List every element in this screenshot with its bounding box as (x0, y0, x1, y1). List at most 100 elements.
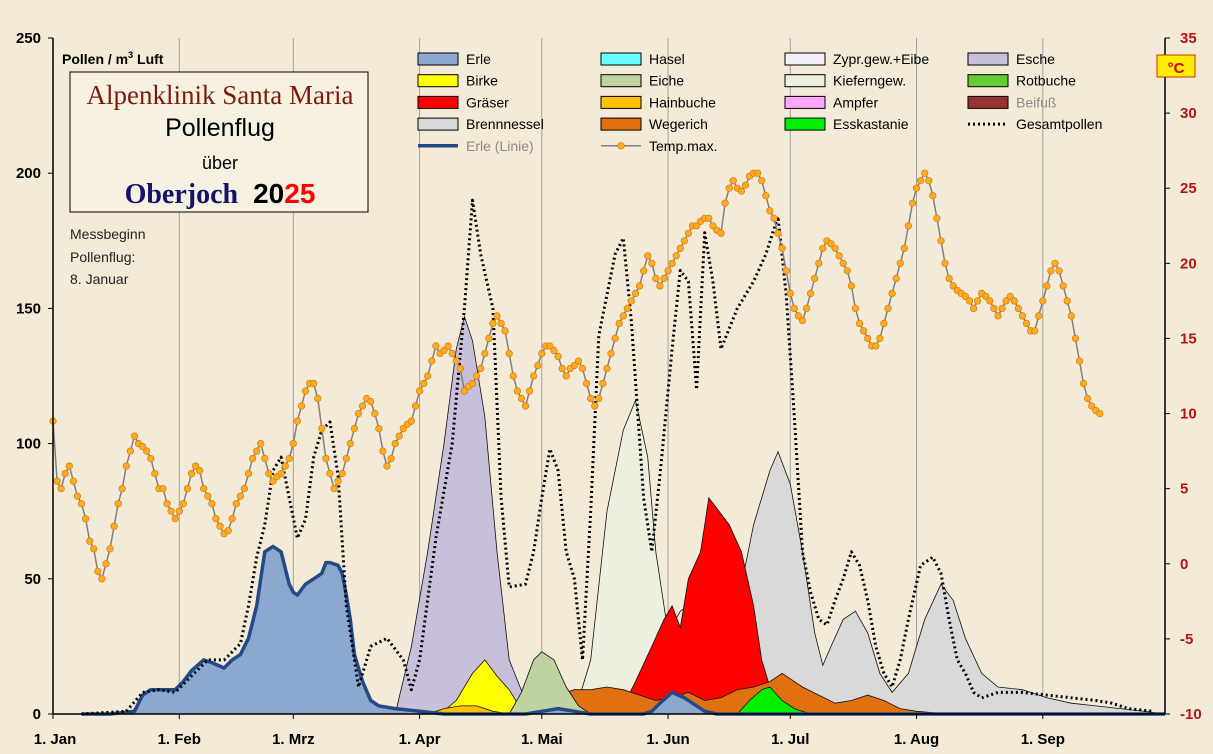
temperature-point (864, 334, 872, 343)
temperature-point (929, 192, 937, 200)
y-tick-label: 200 (16, 165, 41, 182)
y2-tick-label: -10 (1180, 706, 1202, 723)
temperature-point (367, 397, 375, 406)
temperature-point (538, 349, 546, 358)
y2-tick-label: 10 (1180, 406, 1197, 423)
temperature-point (192, 462, 200, 470)
temperature-point (432, 342, 440, 350)
temperature-point (448, 349, 456, 358)
temperature-point (925, 177, 933, 185)
y-axis-label-pre: Pollen / m (62, 51, 128, 67)
total-pollen-line (81, 198, 1153, 716)
temperature-point (485, 334, 493, 343)
temperature-point (440, 346, 448, 355)
temperature-point (880, 319, 888, 328)
temperature-point (794, 312, 803, 320)
temperature-point (183, 485, 191, 493)
temperature-point (619, 312, 627, 320)
temperature-point (342, 455, 350, 463)
temperature-point (126, 447, 134, 455)
temperature-point (81, 515, 90, 523)
temperature-point (921, 169, 929, 177)
temperature-point (986, 297, 994, 305)
temperature-point (737, 187, 746, 195)
temperature-point (1063, 297, 1071, 305)
temperature-point (811, 274, 819, 283)
y2-tick-label: 35 (1180, 30, 1197, 47)
temperature-point (350, 425, 359, 433)
temperature-point (509, 372, 517, 380)
temperature-point (839, 259, 847, 267)
temperature-point (525, 387, 534, 395)
temperature-point (444, 342, 452, 350)
temperature-point (908, 199, 917, 207)
measurement-note: Messbeginn Pollenflug: 8. Januar (70, 226, 146, 287)
temperature-point (375, 425, 383, 433)
legend-marker (617, 142, 625, 150)
legend-label: Erle (466, 51, 491, 67)
area-gr-ser (614, 496, 779, 715)
place-name: Oberjoch (125, 179, 239, 210)
temperature-point (407, 417, 416, 425)
legend-label: Ampfer (833, 94, 878, 110)
temperature-point (493, 312, 501, 320)
legend-swatch (784, 117, 826, 131)
temperature-point (741, 181, 750, 189)
legend-label: Birke (466, 73, 498, 89)
temperature-point (399, 425, 407, 433)
temperature-point (77, 500, 86, 508)
temperature-point (1055, 267, 1063, 275)
legend-label: Esche (1016, 51, 1055, 67)
temperature-point (709, 222, 717, 230)
temperature-point (371, 410, 379, 418)
y2-tick-label: 5 (1180, 481, 1188, 498)
legend-label: Gräser (466, 94, 509, 110)
temperature-point (477, 364, 485, 373)
temperature-point (603, 364, 611, 373)
temperature-point (990, 304, 998, 313)
temperature-point (179, 500, 187, 508)
legend-swatch (417, 74, 459, 88)
legend-swatch (784, 52, 826, 66)
temperature-point (1067, 312, 1075, 320)
temperature-point (623, 304, 631, 313)
temperature-point (949, 282, 957, 290)
legend-swatch (967, 74, 1009, 88)
temperature-point (383, 462, 391, 470)
temperature-point (110, 522, 118, 530)
temperature-point (607, 349, 615, 358)
temperature-point (635, 282, 644, 290)
temperature-point (550, 346, 558, 355)
temperature-point (896, 259, 904, 267)
temperature-point (819, 244, 827, 252)
temperature-point (595, 394, 603, 403)
temperature-point (240, 485, 248, 493)
temperature-point (1031, 327, 1039, 335)
temperature-point (1088, 402, 1096, 410)
y2-tick-label: 20 (1180, 255, 1197, 272)
legend-label: Rotbuche (1016, 73, 1076, 89)
temperature-point (835, 252, 843, 260)
temperature-point (53, 477, 61, 485)
temperature-point (143, 447, 151, 455)
temperature-point (770, 214, 778, 222)
temperature-point (196, 467, 204, 475)
temperature-point (517, 394, 526, 403)
temperature-point (994, 312, 1002, 320)
temperature-point (73, 492, 81, 500)
temperature-point (1051, 259, 1059, 267)
temperature-point (452, 357, 460, 365)
temperature-point (721, 199, 729, 207)
x-tick-label: 1. Mrz (272, 731, 315, 748)
temperature-point (815, 259, 823, 267)
temperature-point (200, 485, 208, 493)
x-tick-label: 1. Jan (34, 731, 77, 748)
temperature-point (330, 485, 338, 493)
temperature-point (1083, 394, 1092, 403)
y-tick-label: 250 (16, 30, 41, 47)
y2-tick-label: -5 (1180, 631, 1193, 648)
temperature-point (570, 361, 579, 370)
temperature-point (717, 229, 725, 237)
temperature-point (301, 387, 310, 395)
